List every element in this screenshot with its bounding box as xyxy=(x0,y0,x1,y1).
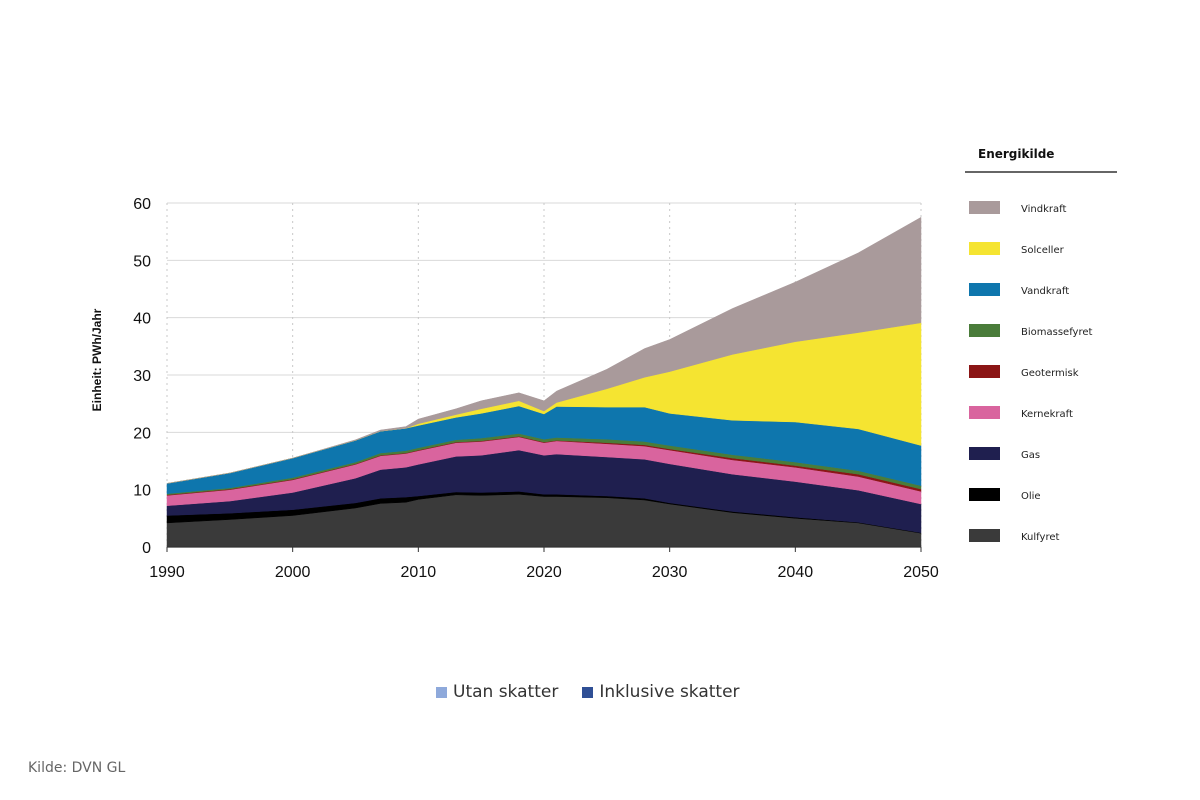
y-tick-label: 0 xyxy=(142,540,151,557)
legend-swatch-kulfyret xyxy=(969,529,1000,542)
legend-swatch-geotermisk xyxy=(969,365,1000,378)
legend-swatch-solceller xyxy=(969,242,1000,255)
legend: Energikilde Vindkraft Solceller Vandkraft B… xyxy=(965,147,1117,543)
area-layer xyxy=(166,216,922,548)
bottom-legend-swatch xyxy=(436,686,447,698)
legend-label-olie: Olie xyxy=(1021,491,1041,502)
y-tick-label: 20 xyxy=(133,425,151,442)
bottom-legend-item-utan-skatter: Utan skatter xyxy=(436,682,558,702)
legend-swatch-vindkraft xyxy=(969,201,1000,214)
legend-label-kernekraft: Kernekraft xyxy=(1021,409,1073,420)
legend-swatch-biomassefyret xyxy=(969,324,1000,337)
y-tick-label: 30 xyxy=(133,368,151,385)
x-tick-label: 2030 xyxy=(652,564,688,581)
x-tick-label: 2020 xyxy=(526,564,562,581)
x-tick-label: 2040 xyxy=(778,564,814,581)
area-vindkraft xyxy=(166,216,922,484)
source-note: Kilde: DVN GL xyxy=(28,760,126,776)
legend-label-geotermisk: Geotermisk xyxy=(1021,368,1079,379)
x-tick-label: 2000 xyxy=(275,564,311,581)
y-axis-label: Einheit: PWh/Jahr xyxy=(90,308,104,411)
legend-label-gas: Gas xyxy=(1021,450,1040,461)
y-tick-label: 40 xyxy=(133,311,151,328)
legend-label-biomassefyret: Biomassefyret xyxy=(1021,327,1093,338)
legend-label-vandkraft: Vandkraft xyxy=(1021,286,1069,297)
legend-label-solceller: Solceller xyxy=(1021,245,1065,256)
legend-label-vindkraft: Vindkraft xyxy=(1021,204,1066,215)
x-tick-label: 2050 xyxy=(903,564,939,581)
y-tick-label: 50 xyxy=(133,253,151,270)
x-tick-label: 1990 xyxy=(149,564,185,581)
legend-swatch-vandkraft xyxy=(969,283,1000,296)
bottom-legend-item-inklusive-skatter: Inklusive skatter xyxy=(582,682,740,702)
legend-title: Energikilde xyxy=(978,147,1054,161)
legend-label-kulfyret: Kulfyret xyxy=(1021,532,1059,543)
y-tick-label: 60 xyxy=(133,196,151,213)
legend-swatch-kernekraft xyxy=(969,406,1000,419)
y-tick-label: 10 xyxy=(133,483,151,500)
legend-swatch-gas xyxy=(969,447,1000,460)
bottom-legend-label: Inklusive skatter xyxy=(599,682,740,702)
bottom-legend: Utan skatter Inklusive skatter xyxy=(436,682,740,702)
bottom-legend-swatch xyxy=(582,686,594,698)
bottom-legend-label: Utan skatter xyxy=(453,682,559,702)
legend-swatch-olie xyxy=(969,488,1000,501)
x-tick-label: 2010 xyxy=(401,564,437,581)
